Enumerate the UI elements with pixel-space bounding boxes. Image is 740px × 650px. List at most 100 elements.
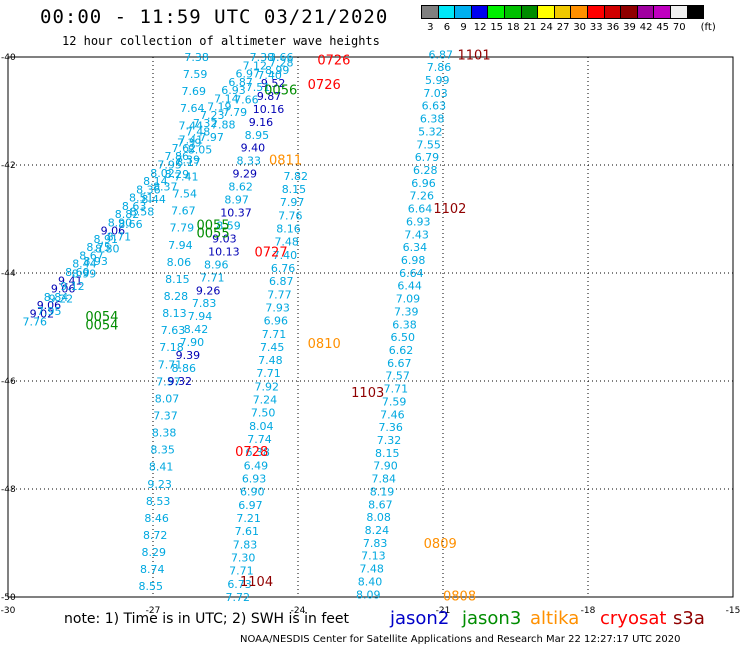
wave-height-label: 7.86 [427,61,452,74]
wave-height-label: 6.73 [227,578,252,591]
wave-height-label: 6.34 [403,241,428,254]
wave-height-label: 10.13 [208,245,240,258]
wave-height-label: 8.37 [153,181,178,194]
satellite-legend-cryosat: cryosat [600,608,667,629]
wave-height-label: 6.63 [422,100,447,113]
wave-height-label: 7.30 [231,552,256,565]
wave-height-label: 8.51 [129,192,154,205]
wave-height-label: 7.41 [174,170,199,183]
wave-height-label: 7.71 [262,328,287,341]
pass-time-label: 0808 [443,589,476,604]
wave-height-label: 9.23 [147,478,172,491]
pass-time-label: 0056 [264,83,297,98]
wave-height-label: 9.12 [60,280,84,293]
wave-height-label: 9.16 [249,116,274,129]
wave-height-label: 6.38 [420,113,445,126]
wave-height-label: 7.76 [278,209,303,222]
wave-height-label: 8.84 [44,291,69,304]
pass-time-label: 1103 [351,386,384,401]
satellite-legend-jason2: jason2 [390,608,450,629]
wave-height-label: 6.97 [238,499,263,512]
wave-height-label: 7.83 [363,537,388,550]
color-scale-label: 9 [460,22,467,33]
wave-height-label: 7.23 [200,109,225,122]
wave-height-label: 8.91 [93,233,118,246]
satellite-legend-s3a: s3a [673,608,705,629]
wave-height-label: 6.64 [399,267,424,280]
wave-height-label: 8.28 [164,290,189,303]
color-scale-label: 15 [490,22,504,33]
color-scale-label: 45 [656,22,670,33]
wave-height-label: 9.06 [51,283,75,296]
wave-height-label: 7.03 [423,87,448,100]
pass-time-label: 1104 [240,575,273,590]
wave-height-label: 7.39 [394,305,419,318]
wave-height-label: 7.61 [235,525,260,538]
wave-height-label: 8.69 [65,266,90,279]
wave-height-label: 8.82 [115,208,140,221]
wave-height-label: 7.38 [250,51,275,64]
pass-time-label: 1102 [433,202,466,217]
wave-height-label: 6.97 [235,68,260,81]
longitude-tick-label: -15 [726,606,740,616]
wave-height-label: 9.06 [37,299,62,312]
wave-height-label: 8.40 [358,575,383,588]
wave-height-label: 6.98 [401,254,426,267]
wave-height-label: 7.66 [234,94,259,107]
wave-height-label: 6.93 [406,215,431,228]
page-subtitle: 12 hour collection of altimeter wave hei… [62,34,380,48]
wave-height-label: 6.62 [389,344,414,357]
wave-height-label: 7.55 [416,138,441,151]
wave-height-label: 7.44 [178,119,203,132]
wave-height-label: 8.99 [265,64,290,77]
wave-height-label: 6.64 [408,203,433,216]
wave-height-label: 8.08 [366,511,391,524]
longitude-tick-label: -21 [436,606,451,616]
wave-height-label: 6.76 [271,262,296,275]
wave-height-label: 9.52 [261,77,286,90]
wave-height-label: 9.39 [176,349,201,362]
pass-time-label: 0055 [197,218,230,233]
wave-height-label: 6.50 [391,331,416,344]
wave-height-label: 6.96 [264,315,289,328]
wave-height-label: 7.50 [251,407,276,420]
wave-height-label: 6.87 [269,275,294,288]
latitude-tick-label: -44 [1,269,16,279]
wave-height-label: 7.62 [172,142,197,155]
pass-time-label: 0727 [255,245,288,260]
wave-height-label: 7.71 [256,367,281,380]
wave-height-label: 8.14 [143,175,168,188]
wave-height-label: 7.90 [373,460,398,473]
wave-height-label: 5.99 [425,74,450,87]
color-swatch [686,5,705,19]
wave-height-label: 8.38 [152,427,177,440]
wave-height-label: 8.15 [375,447,400,460]
wave-height-label: 8.09 [356,588,381,601]
wave-height-label: 9.87 [257,90,282,103]
wave-height-label: 7.32 [193,117,218,130]
wave-height-label: 8.71 [107,230,132,243]
pass-time-label: 0811 [269,154,302,169]
wave-height-label: 8.67 [79,249,104,262]
color-scale-label: 18 [506,22,520,33]
wave-height-label: 8.35 [150,444,175,457]
pass-time-label: 0054 [85,318,118,333]
latitude-tick-label: -48 [1,485,16,495]
wave-height-label: 8.36 [136,183,161,196]
wave-height-label: 7.59 [382,395,407,408]
pass-time-label: 0728 [235,445,268,460]
wave-height-label: 7.37 [153,409,178,422]
page-title: 00:00 - 11:59 UTC 03/21/2020 [40,6,389,28]
wave-height-label: 9.03 [212,232,237,245]
wave-height-label: 8.04 [249,420,274,433]
longitude-tick-label: -30 [1,606,16,616]
color-scale-unit: (ft) [700,22,716,33]
wave-height-label: 8.97 [224,194,249,207]
longitude-tick-label: -27 [146,606,161,616]
wave-height-label: 7.74 [247,433,272,446]
wave-height-label: 8.99 [72,268,97,281]
wave-height-label: 8.44 [141,193,166,206]
wave-height-label: 7.51 [246,81,270,94]
wave-height-label: 8.67 [368,498,393,511]
wave-height-label: 8.59 [216,219,241,232]
